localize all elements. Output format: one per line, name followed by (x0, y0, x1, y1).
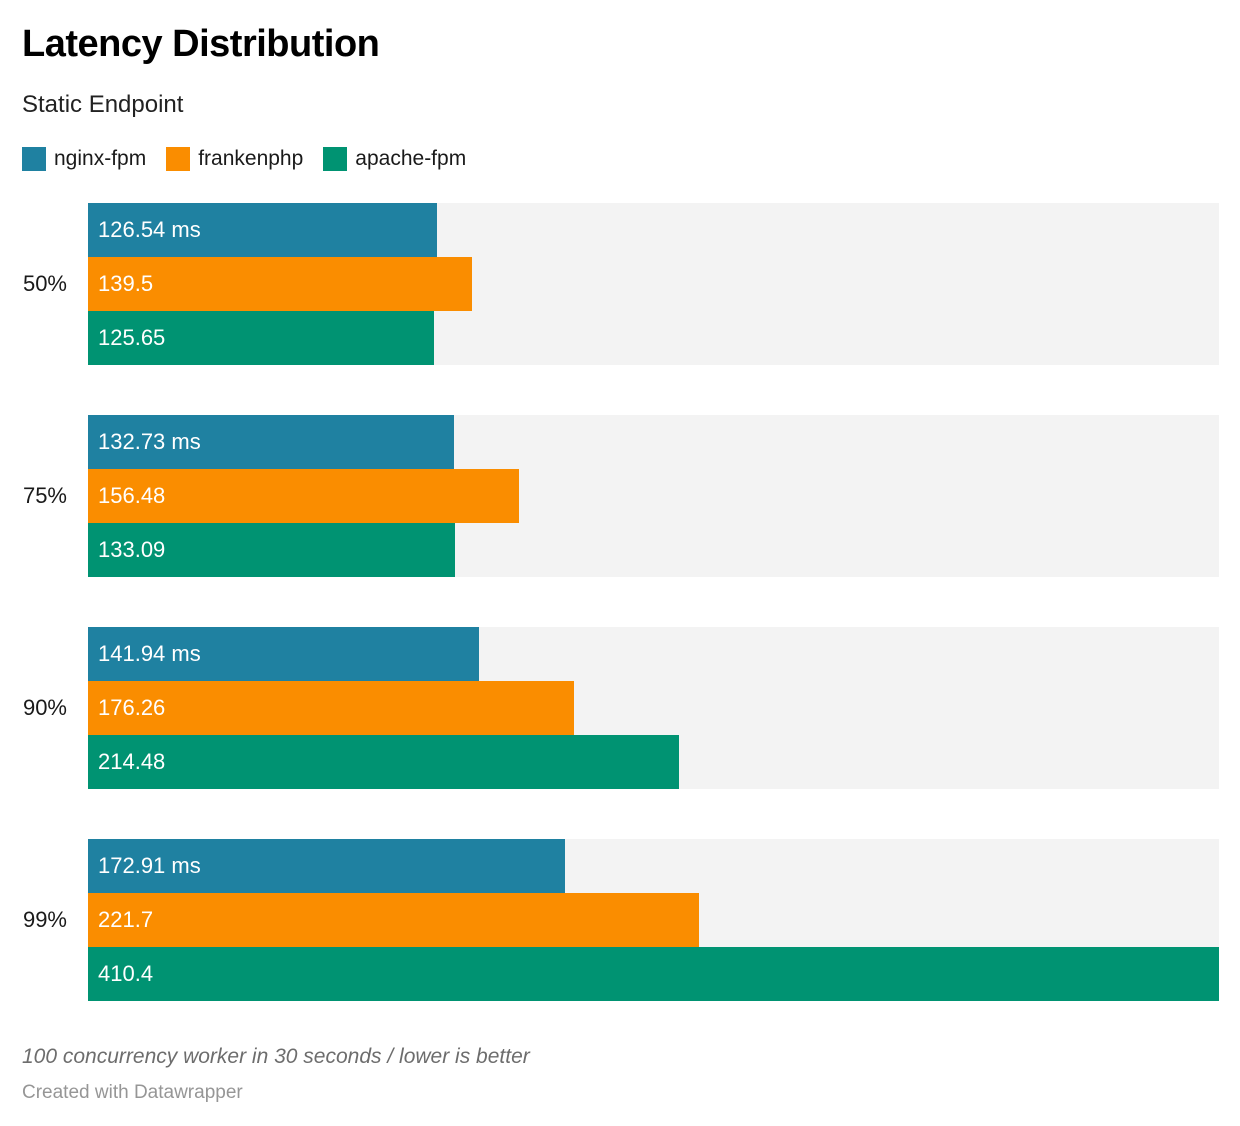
bar-track: 156.48 (88, 469, 1219, 523)
bar-rows: 141.94 ms 176.26 214.48 (88, 627, 1219, 789)
category-label: 99% (22, 907, 67, 932)
bar-track: 141.94 ms (88, 627, 1219, 681)
bar-value-label: 156.48 (98, 483, 166, 508)
legend-item-apache-fpm: apache-fpm (323, 147, 466, 171)
bar-track: 214.48 (88, 735, 1219, 789)
bar-apache-fpm: 133.09 (88, 523, 455, 577)
bar-track: 125.65 (88, 311, 1219, 365)
bar-frankenphp: 139.5 (88, 257, 473, 311)
bar-track: 172.91 ms (88, 839, 1219, 893)
bar-track: 410.4 (88, 947, 1219, 1001)
bar-frankenphp: 221.7 (88, 893, 699, 947)
bar-group: 75% 132.73 ms 156.48 133.09 (22, 415, 1219, 577)
bar-track: 132.73 ms (88, 415, 1219, 469)
bar-track: 176.26 (88, 681, 1219, 735)
bar-apache-fpm: 410.4 (88, 947, 1219, 1001)
bar-track: 139.5 (88, 257, 1219, 311)
bar-track: 126.54 ms (88, 203, 1219, 257)
bar-rows: 126.54 ms 139.5 125.65 (88, 203, 1219, 365)
bar-value-label: 141.94 ms (98, 641, 201, 666)
bar-value-label: 133.09 (98, 537, 166, 562)
bar-value-label: 410.4 (98, 961, 154, 986)
legend-item-frankenphp: frankenphp (166, 147, 303, 171)
legend: nginx-fpm frankenphp apache-fpm (22, 147, 1219, 171)
bar-nginx-fpm: 141.94 ms (88, 627, 480, 681)
bar-value-label: 139.5 (98, 271, 154, 296)
legend-label: frankenphp (198, 147, 304, 170)
chart-title: Latency Distribution (22, 23, 380, 65)
bar-value-label: 126.54 ms (98, 217, 201, 242)
bar-value-label: 221.7 (98, 907, 154, 932)
bar-nginx-fpm: 132.73 ms (88, 415, 454, 469)
category-label: 75% (22, 483, 67, 508)
legend-label: apache-fpm (355, 147, 467, 170)
bar-rows: 132.73 ms 156.48 133.09 (88, 415, 1219, 577)
bar-group: 50% 126.54 ms 139.5 125.65 (22, 203, 1219, 365)
legend-swatch-icon (323, 147, 348, 171)
bar-frankenphp: 156.48 (88, 469, 520, 523)
bar-nginx-fpm: 172.91 ms (88, 839, 565, 893)
footnote: 100 concurrency worker in 30 seconds / l… (22, 1045, 530, 1068)
legend-swatch-icon (166, 147, 191, 171)
datawrapper-credit-link[interactable]: Created with Datawrapper (22, 1082, 243, 1103)
bar-nginx-fpm: 126.54 ms (88, 203, 437, 257)
legend-swatch-icon (22, 147, 46, 171)
bar-apache-fpm: 125.65 (88, 311, 435, 365)
bar-frankenphp: 176.26 (88, 681, 574, 735)
bar-rows: 172.91 ms 221.7 410.4 (88, 839, 1219, 1001)
bar-apache-fpm: 214.48 (88, 735, 680, 789)
bar-group: 90% 141.94 ms 176.26 214.48 (22, 627, 1219, 789)
bar-group: 99% 172.91 ms 221.7 410.4 (22, 839, 1219, 1001)
chart-subtitle: Static Endpoint (22, 91, 184, 118)
bar-track: 133.09 (88, 523, 1219, 577)
category-label: 90% (22, 695, 67, 720)
category-label: 50% (22, 271, 67, 296)
bar-value-label: 214.48 (98, 749, 166, 774)
bar-value-label: 172.91 ms (98, 853, 201, 878)
legend-item-nginx-fpm: nginx-fpm (22, 147, 146, 171)
bar-value-label: 125.65 (98, 325, 166, 350)
bar-track: 221.7 (88, 893, 1219, 947)
bar-chart: 50% 126.54 ms 139.5 125.65 75% 132.73 ms 156.4… (22, 203, 1219, 1001)
bar-value-label: 176.26 (98, 695, 166, 720)
bar-value-label: 132.73 ms (98, 429, 201, 454)
legend-label: nginx-fpm (54, 147, 147, 170)
